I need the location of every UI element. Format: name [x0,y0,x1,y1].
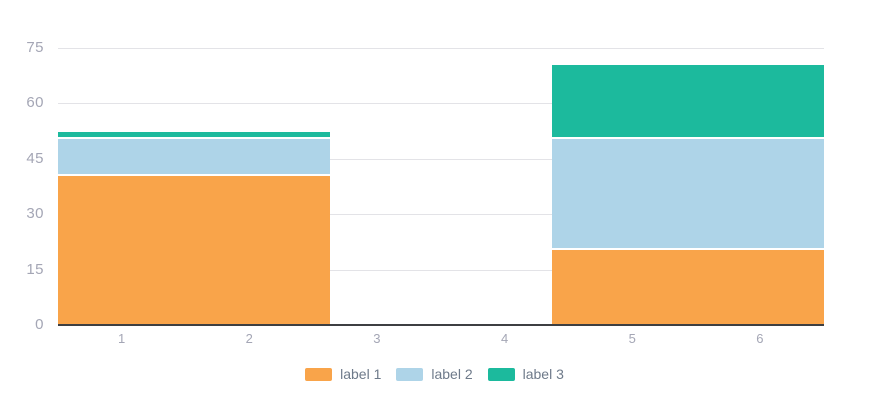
legend-swatch-label-2 [396,367,424,381]
x-tick-label: 6 [756,331,765,346]
legend: label 1 label 2 label 3 [0,366,869,382]
y-tick-label: 0 [35,316,44,333]
x-tick-label: 3 [373,331,382,346]
x-axis: 1 2 3 4 5 6 [58,331,824,349]
bar-segment-label-1[interactable] [58,176,330,324]
legend-swatch-label-1 [305,367,333,381]
legend-swatch-label-3 [487,367,515,381]
x-tick-label: 5 [628,331,637,346]
legend-label: label 2 [431,366,473,382]
gridline [58,158,824,160]
bar-segment-label-2[interactable] [552,139,824,251]
x-tick-label: 2 [245,331,254,346]
gridline [58,47,824,49]
bar-segment-label-3[interactable] [552,65,824,140]
legend-item-label-2[interactable]: label 2 [396,366,473,382]
legend-item-label-1[interactable]: label 1 [305,366,381,382]
x-tick-label: 4 [500,331,509,346]
legend-item-label-3[interactable]: label 3 [487,366,564,382]
bar-segment-label-3[interactable] [58,131,330,140]
y-tick-label: 60 [26,94,44,112]
gridline [58,269,824,271]
x-tick-label: 1 [117,331,126,346]
y-axis: 0 15 30 45 60 75 [0,0,46,333]
gridline [58,214,824,216]
y-tick-label: 15 [26,260,44,278]
legend-label: label 3 [522,366,564,382]
bar-segment-label-1[interactable] [552,250,824,324]
x-axis-line [58,324,824,326]
y-tick-label: 45 [26,149,44,167]
bar-segment-label-2[interactable] [58,139,330,177]
y-tick-label: 75 [26,38,44,56]
y-tick-label: 30 [26,205,44,223]
legend-label: label 1 [340,366,382,382]
gridline [58,103,824,105]
plot-area [58,0,824,326]
